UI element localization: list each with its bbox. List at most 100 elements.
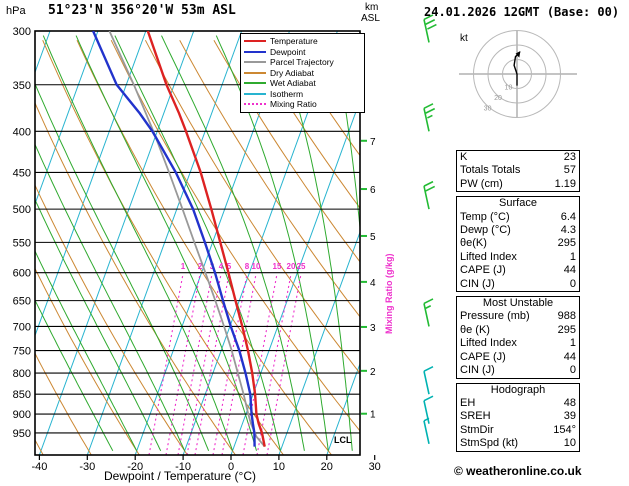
wind-barb-feather <box>425 19 436 25</box>
mixing-ratio-value: 1 <box>181 262 186 271</box>
parcel-trajectory-curve <box>108 31 266 448</box>
wind-barb-half-feather <box>423 417 430 422</box>
hodograph-ring-label: 30 <box>484 105 492 112</box>
km-asl-label: 4 <box>370 278 376 289</box>
pressure-label: 950 <box>13 428 31 440</box>
mixing-ratio-line <box>242 273 278 455</box>
stat-value: 44 <box>563 350 576 363</box>
wind-barb-feather <box>423 395 434 402</box>
hodograph-trace <box>513 51 521 86</box>
wet-adiabat-line <box>331 35 360 233</box>
wind-barb-feather <box>423 180 434 187</box>
dry-adiabat-line <box>35 267 140 455</box>
wind-barb-feather <box>425 185 436 192</box>
temp-axis-label: 10 <box>273 461 285 473</box>
wind-barb-shaft <box>423 370 430 395</box>
stat-value: 39 <box>563 410 576 423</box>
wind-barb-shaft <box>423 19 430 43</box>
mixing-ratio-value: 25 <box>297 262 306 271</box>
dry-adiabat-line <box>35 184 188 455</box>
pressure-label: 350 <box>13 80 31 92</box>
wet-adiabat-line <box>42 35 233 451</box>
stat-row: Lifted Index 1 <box>457 337 579 350</box>
temperature-curve <box>146 31 266 447</box>
stat-label: Lifted Index <box>460 337 517 350</box>
km-asl-label: 6 <box>370 185 376 196</box>
dry-adiabat-line <box>247 39 360 209</box>
stat-value: 44 <box>563 264 576 277</box>
stats-section-header: Surface <box>499 197 537 210</box>
stat-row: EH 48 <box>457 397 579 410</box>
legend-label: Wet Adiabat <box>270 78 316 89</box>
legend-item: Mixing Ratio <box>244 99 361 110</box>
stat-value: 295 <box>557 237 576 250</box>
x-axis-title: Dewpoint / Temperature (°C) <box>104 469 256 483</box>
dry-adiabat-line <box>110 39 360 432</box>
stat-value: 0 <box>569 364 576 377</box>
stats-section-header: Hodograph <box>490 383 546 396</box>
pressure-label: 650 <box>13 296 31 308</box>
stat-label: θe(K) <box>460 237 487 250</box>
wind-barb-feather <box>425 107 436 114</box>
stat-label: CIN (J) <box>460 364 495 377</box>
stat-row: Totals Totals 57 <box>457 164 579 177</box>
stat-row: Lifted Index 1 <box>457 251 579 264</box>
legend-item: Wet Adiabat <box>244 78 361 89</box>
stat-row: StmDir 154° <box>457 424 579 437</box>
wind-barb <box>423 365 434 395</box>
hodograph-ring <box>502 59 532 89</box>
pressure-label: 500 <box>13 204 31 216</box>
stat-label: EH <box>460 396 476 409</box>
pressure-label: 800 <box>13 368 31 380</box>
wind-barb-half-feather <box>427 114 433 119</box>
stat-value: 1 <box>569 250 576 263</box>
legend-label: Isotherm <box>270 88 304 99</box>
dry-adiabat-line <box>213 39 360 263</box>
stat-row: CIN (J) 0 <box>457 364 579 377</box>
stat-label: PW (cm) <box>460 177 503 190</box>
wind-barb-feather <box>423 298 434 305</box>
km-asl-label: 1 <box>370 410 376 421</box>
mixing-ratio-value: 2 <box>198 262 203 271</box>
mixing-ratio-line <box>212 273 248 455</box>
stat-row: SREH 39 <box>457 410 579 423</box>
wind-barb <box>423 14 437 43</box>
stat-value: 10 <box>563 437 576 450</box>
stats-section: Surface Temp (°C) 6.4 Dewp (°C) 4.3 θe(K) 295 L… <box>456 196 580 293</box>
mixing-ratio-axis-label: Mixing Ratio (g/kg) <box>384 253 394 335</box>
legend-item: Parcel Trajectory <box>244 57 361 68</box>
hodograph-arrowhead <box>515 51 521 58</box>
temp-axis-label: 20 <box>321 461 333 473</box>
stat-row: CAPE (J) 44 <box>457 351 579 364</box>
legend-line-sample <box>244 71 266 74</box>
hodograph-ring <box>487 44 547 104</box>
stat-label: Totals Totals <box>460 164 521 177</box>
stat-label: CAPE (J) <box>460 350 506 363</box>
legend-label: Temperature <box>270 36 318 47</box>
legend-label: Dry Adiabat <box>270 67 314 78</box>
legend-line-sample <box>244 82 266 85</box>
temp-axis-label: 0 <box>228 461 234 473</box>
isotherm-line <box>278 230 360 455</box>
stat-label: Lifted Index <box>460 250 517 263</box>
wind-barb-shaft <box>423 108 430 132</box>
dry-adiabat-line <box>281 39 360 157</box>
wind-barb <box>423 395 434 424</box>
legend-item: Isotherm <box>244 89 361 100</box>
wet-adiabat-line <box>35 198 162 452</box>
wet-adiabat-line <box>35 143 186 451</box>
stat-value: 988 <box>557 310 576 323</box>
wind-barb-shaft <box>423 303 430 327</box>
plot-border <box>34 30 361 456</box>
temp-axis-label: -10 <box>175 461 191 473</box>
wind-barb <box>423 417 430 444</box>
temp-axis-label: -20 <box>127 461 143 473</box>
stat-row: Dewp (°C) 4.3 <box>457 224 579 237</box>
isotherm-line <box>86 31 243 455</box>
stats-section: Hodograph EH 48 SREH 39 StmDir 154° StmSpd (kt)… <box>456 382 580 452</box>
mixing-ratio-value: 10 <box>252 262 261 271</box>
hodograph-unit-label: kt <box>460 33 468 44</box>
km-axis-title: km <box>365 2 379 13</box>
wet-adiabat-line <box>35 250 138 452</box>
wet-adiabat-line <box>75 35 257 451</box>
